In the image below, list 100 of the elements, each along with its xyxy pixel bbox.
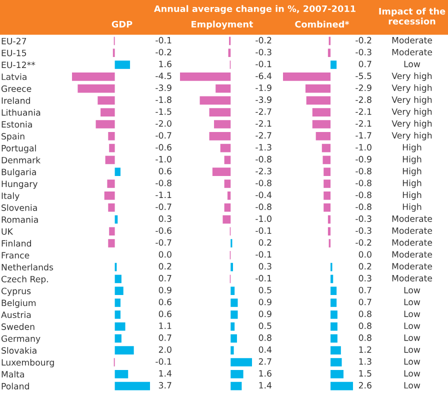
data-label: -1.0 xyxy=(256,215,272,222)
data-label: -2.3 xyxy=(256,168,272,174)
bar xyxy=(305,84,331,93)
y-tick-label: Austria xyxy=(1,311,31,318)
y-tick-label: Cyprus xyxy=(1,288,31,296)
data-label: 1.2 xyxy=(359,346,372,353)
data-label: 0.8 xyxy=(358,310,372,318)
data-label: -0.3 xyxy=(356,227,372,234)
data-label: 1.6 xyxy=(259,370,272,377)
y-tick-label: Spain xyxy=(2,132,24,142)
text: Moderate xyxy=(392,227,432,234)
bar xyxy=(114,334,122,343)
data-label: 0.9 xyxy=(258,310,272,318)
text: High xyxy=(402,168,422,176)
data-label: -0.2 xyxy=(156,48,172,56)
y-tick-label: EU-15 xyxy=(2,50,26,56)
y-tick-label: Bulgaria xyxy=(2,168,36,177)
data-label: 2.7 xyxy=(258,358,272,365)
bar xyxy=(209,108,231,117)
data-label: -1.7 xyxy=(356,132,372,139)
data-label: -0.1 xyxy=(156,358,172,365)
bar xyxy=(230,358,252,366)
data-label: -0.8 xyxy=(356,204,372,210)
data-label: -3.9 xyxy=(256,96,272,103)
bar xyxy=(72,72,115,81)
data-label: -2.8 xyxy=(356,96,372,103)
data-label: -0.8 xyxy=(356,192,372,198)
bar xyxy=(306,96,331,105)
bar xyxy=(324,203,331,212)
bar xyxy=(324,180,331,188)
text: Very high xyxy=(392,84,432,93)
data-label: -4.5 xyxy=(156,72,172,80)
bar xyxy=(230,370,244,378)
data-label: 0.6 xyxy=(158,298,172,306)
bar xyxy=(330,334,338,343)
data-label: 1.5 xyxy=(359,370,372,377)
data-label: 0.0 xyxy=(158,251,172,258)
y-tick-label: Latvia xyxy=(2,73,26,80)
data-label: -5.5 xyxy=(356,72,372,80)
text: Moderate xyxy=(392,36,432,44)
y-tick-label: Portugal xyxy=(2,144,36,154)
data-label: -1.0 xyxy=(356,144,372,151)
bar xyxy=(230,298,238,307)
y-tick-label: UK xyxy=(2,228,14,235)
data-label: -2.7 xyxy=(256,132,272,139)
y-tick-label: Czech Rep. xyxy=(1,276,48,284)
data-label: 0.2 xyxy=(358,263,372,270)
bar xyxy=(330,60,337,69)
bar xyxy=(324,168,331,176)
bar xyxy=(230,262,234,272)
data-label: -0.2 xyxy=(256,36,272,44)
bar xyxy=(330,322,338,331)
bar xyxy=(108,239,115,248)
data-label: -0.3 xyxy=(356,215,372,222)
text: Moderate xyxy=(392,262,432,270)
bar xyxy=(105,156,115,164)
data-label: -0.7 xyxy=(156,239,172,246)
data-label: -1.3 xyxy=(256,144,272,151)
bar xyxy=(114,310,121,319)
data-label: 3.7 xyxy=(158,382,172,389)
bar xyxy=(98,96,115,105)
data-label: -0.1 xyxy=(156,36,172,44)
bar xyxy=(108,203,115,212)
data-label: 0.8 xyxy=(358,334,372,341)
bar xyxy=(114,298,121,307)
data-label: -1.9 xyxy=(256,84,272,92)
y-tick-label: Luxembourg xyxy=(2,358,54,368)
data-label: 0.3 xyxy=(358,274,372,282)
bar xyxy=(283,72,331,81)
bar xyxy=(227,191,231,200)
bar xyxy=(107,180,115,188)
data-label: -0.8 xyxy=(256,180,272,186)
text: Low xyxy=(404,358,420,365)
data-label: -2.1 xyxy=(356,108,372,115)
text: High xyxy=(402,203,422,212)
bar xyxy=(200,96,231,105)
bar xyxy=(222,215,231,224)
data-label: 1.1 xyxy=(159,322,172,329)
text: Low xyxy=(404,346,420,353)
text: Very high xyxy=(392,96,432,105)
data-label: -0.7 xyxy=(156,204,172,210)
y-tick-label: Netherlands xyxy=(2,264,54,270)
text: Low xyxy=(404,334,420,341)
y-tick-label: Hungary xyxy=(2,180,38,189)
text: Moderate xyxy=(392,239,432,246)
data-label: -0.1 xyxy=(256,227,272,234)
chart-title: Employment xyxy=(192,20,254,30)
data-label: 0.7 xyxy=(158,334,172,341)
text: High xyxy=(402,144,422,152)
data-label: -1.8 xyxy=(156,96,172,103)
data-label: 0.2 xyxy=(158,263,172,270)
bar xyxy=(330,286,337,296)
bar xyxy=(330,310,338,319)
data-label: 0.7 xyxy=(358,60,372,68)
data-label: -2.0 xyxy=(156,120,172,127)
data-label: -0.6 xyxy=(156,227,172,234)
data-label: 1.6 xyxy=(159,60,172,68)
bar xyxy=(214,120,231,128)
data-label: -0.3 xyxy=(356,48,372,56)
data-label: -1.5 xyxy=(156,108,172,115)
